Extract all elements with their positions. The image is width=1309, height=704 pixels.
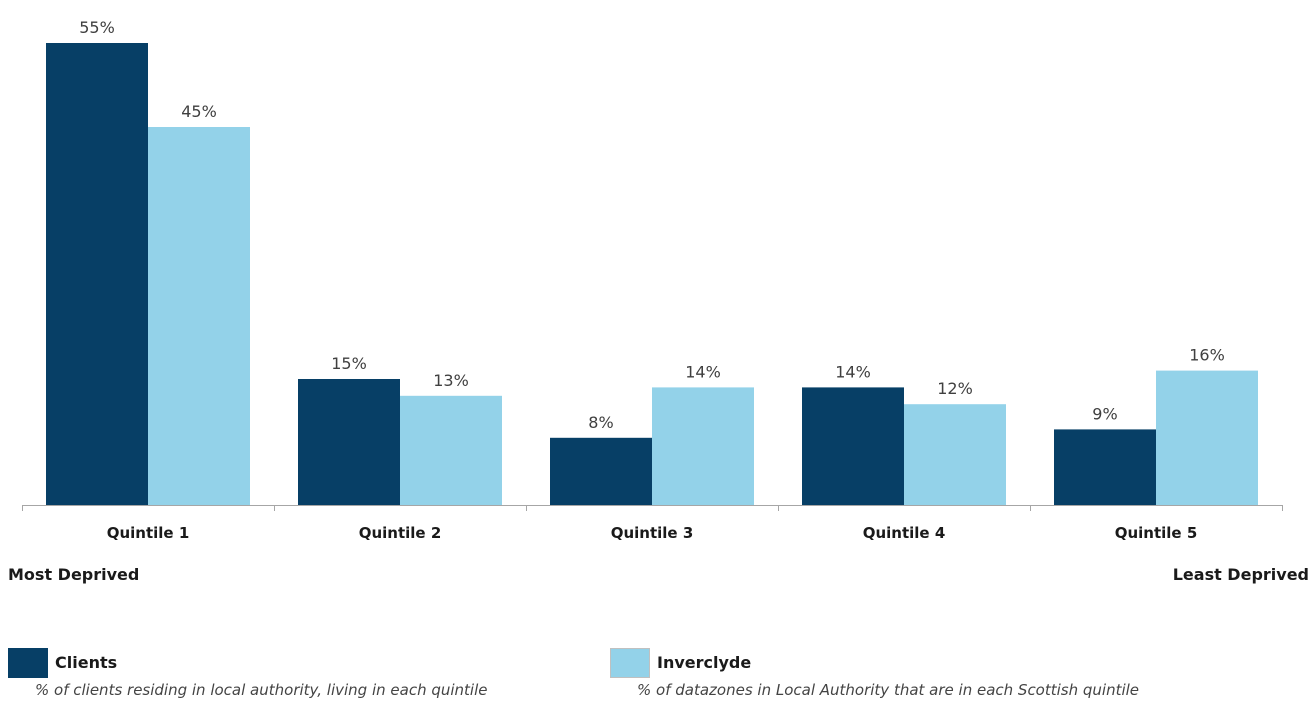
bar-inverclyde-q5 [1156,370,1258,505]
legend-label-clients: Clients [55,653,118,672]
bar-inverclyde-q3 [652,387,754,505]
data-label-inverclyde-q4: 12% [937,379,973,398]
data-label-inverclyde-q2: 13% [433,371,469,390]
bar-inverclyde-q2 [400,395,502,505]
x-tick-label-q4: Quintile 4 [863,524,946,542]
x-tick-label-q2: Quintile 2 [359,524,442,542]
legend-label-inverclyde: Inverclyde [657,653,752,672]
data-label-inverclyde-q3: 14% [685,362,721,381]
legend-swatch-clients [8,648,48,678]
axis-label-least-deprived: Least Deprived [1172,565,1309,584]
legend-description-clients: % of clients residing in local authority… [35,681,488,699]
data-label-clients-q5: 9% [1092,404,1117,423]
legend-swatch-inverclyde [610,648,650,678]
x-tick-label-q5: Quintile 5 [1115,524,1198,542]
legend-description-inverclyde: % of datazones in Local Authority that a… [637,681,1140,699]
data-label-clients-q1: 55% [79,18,115,37]
bar-clients-q1 [46,43,148,505]
axis-label-most-deprived: Most Deprived [8,565,140,584]
data-label-inverclyde-q5: 16% [1189,346,1225,365]
bar-clients-q5 [1054,429,1156,505]
bar-clients-q3 [550,437,652,505]
data-label-clients-q3: 8% [588,413,613,432]
x-tick-label-q3: Quintile 3 [611,524,694,542]
data-label-clients-q4: 14% [835,362,871,381]
x-tick-label-q1: Quintile 1 [107,524,190,542]
data-label-clients-q2: 15% [331,354,367,373]
bar-inverclyde-q4 [904,404,1006,505]
bar-clients-q4 [802,387,904,505]
bar-clients-q2 [298,379,400,505]
bar-inverclyde-q1 [148,127,250,505]
data-label-inverclyde-q1: 45% [181,102,217,121]
